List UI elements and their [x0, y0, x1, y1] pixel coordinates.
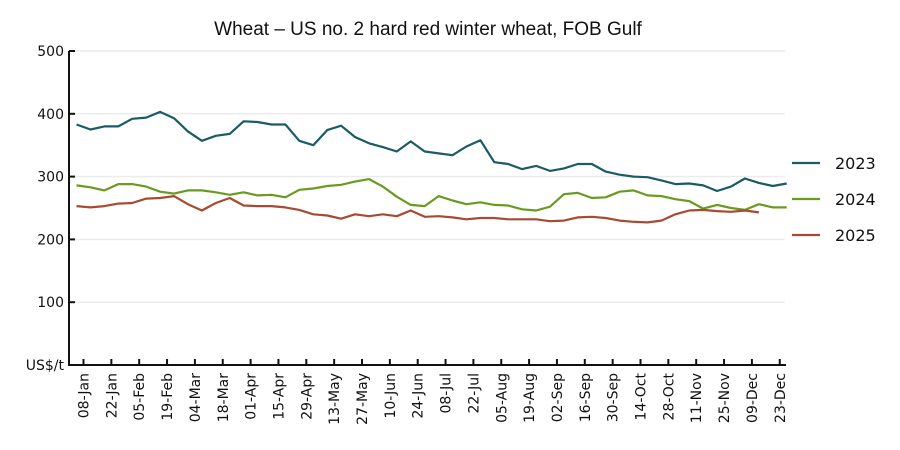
- x-tick-label: 11-Nov: [689, 373, 705, 423]
- gridlines: [69, 50, 785, 303]
- x-tick-label: 22-Jan: [104, 373, 120, 418]
- x-tick-label: 05-Aug: [494, 373, 510, 423]
- y-axis-label: US$/t: [26, 358, 65, 374]
- x-tick-label: 28-Oct: [661, 372, 677, 420]
- series-line-2024: [76, 178, 787, 212]
- series-line-2025: [76, 195, 760, 224]
- x-tick-label: 18-Mar: [216, 373, 232, 423]
- x-tick-label: 10-Jun: [383, 373, 399, 419]
- x-ticks: 08-Jan 22-Jan 05-Feb 19-Feb 04-Mar 18-Mar 01-A…: [77, 359, 789, 425]
- x-tick-label: 04-Mar: [188, 373, 204, 423]
- x-tick-label: 15-Apr: [271, 373, 287, 420]
- legend-label: 2023: [835, 154, 876, 173]
- legend-label: 2024: [835, 190, 876, 209]
- x-tick-label: 05-Feb: [132, 373, 148, 421]
- x-tick-label: 24-Jun: [411, 373, 427, 419]
- x-tick-label: 22-Jul: [466, 373, 482, 414]
- y-tick-label: 500: [37, 44, 64, 60]
- x-tick-label: 19-Aug: [522, 373, 538, 423]
- series-line-2023: [76, 110, 787, 193]
- y-tick-label: 400: [37, 107, 64, 123]
- series-lines: [76, 110, 787, 224]
- x-tick-label: 19-Feb: [160, 373, 176, 421]
- x-tick-label: 29-Apr: [299, 373, 315, 420]
- x-tick-label: 09-Dec: [745, 373, 761, 423]
- x-tick-label: 14-Oct: [634, 372, 650, 420]
- x-tick-label: 30-Sep: [606, 373, 622, 422]
- x-tick-label: 16-Sep: [578, 373, 594, 422]
- legend: 2023 2024 2025: [792, 154, 876, 245]
- x-tick-label: 25-Nov: [717, 373, 733, 423]
- x-tick-label: 23-Dec: [773, 373, 789, 423]
- y-tick-label: 300: [37, 170, 64, 186]
- y-tick-label: 200: [37, 232, 64, 248]
- y-tick-label: 100: [37, 295, 64, 311]
- x-tick-label: 01-Apr: [244, 373, 260, 420]
- legend-label: 2025: [835, 226, 876, 245]
- y-ticks: 100 200 300 400 500: [37, 44, 75, 311]
- chart-title: Wheat – US no. 2 hard red winter wheat, …: [214, 19, 642, 40]
- axes: [68, 51, 786, 366]
- x-tick-label: 13-May: [327, 373, 343, 425]
- x-tick-label: 08-Jan: [77, 373, 93, 418]
- x-tick-label: 08-Jul: [439, 373, 455, 414]
- x-tick-label: 27-May: [355, 373, 371, 425]
- x-tick-label: 02-Sep: [550, 373, 566, 422]
